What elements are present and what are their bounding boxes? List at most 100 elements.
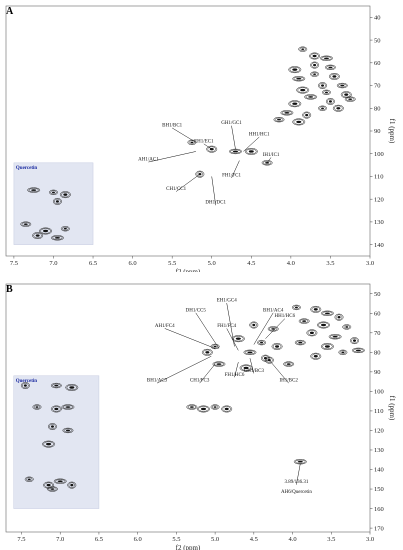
peak-contour-core xyxy=(355,349,361,352)
peak-contour-mid xyxy=(33,405,41,409)
cross-peak xyxy=(50,235,64,241)
peak-contour-core xyxy=(63,227,67,230)
peak-contour-mid xyxy=(329,334,341,339)
cross-peak xyxy=(50,405,62,413)
y-axis-label: f1 (ppm) xyxy=(388,396,396,421)
spectrum-chart-a: A Quercetin 7.5 7.0 6.5 6.0 5.5 5.0 4.5 4.0 3.5 3.0… xyxy=(5,5,396,272)
peak-contour-core xyxy=(57,480,63,483)
peak-contour-outer xyxy=(20,382,30,389)
peak-contour-outer xyxy=(197,405,210,413)
cross-peak xyxy=(293,459,307,465)
peak-contour-mid xyxy=(61,191,70,198)
peak-contour-core xyxy=(341,351,345,354)
peak-contour-core xyxy=(43,229,49,233)
peak-contour-mid xyxy=(293,119,305,125)
peak-contour-mid xyxy=(49,423,56,430)
peak-annotation: GH1/BC3 xyxy=(244,369,265,374)
peak-contour-outer xyxy=(210,343,220,350)
peak-contour-outer xyxy=(340,91,352,99)
peak-contour-core xyxy=(70,483,74,487)
peak-contour-outer xyxy=(298,318,310,324)
peak-contour-outer xyxy=(320,310,334,316)
peak-contour-outer xyxy=(50,405,62,413)
peak-contour-mid xyxy=(233,336,244,342)
peak-contour-core xyxy=(54,407,59,411)
x-tick-label: 3.0 xyxy=(366,536,374,543)
peak-contour-outer xyxy=(61,404,75,410)
peak-contour-outer xyxy=(338,349,348,355)
peak-contour-core xyxy=(275,345,280,348)
y-tick-label: 130 xyxy=(374,447,384,454)
peak-contour-mid xyxy=(293,305,300,310)
peak-contour-core xyxy=(305,113,309,117)
peak-contour-core xyxy=(328,100,332,103)
peak-contour-mid xyxy=(296,340,305,345)
annotation-arrow xyxy=(243,136,260,152)
peak-contour-core xyxy=(336,107,341,110)
peak-contour-mid xyxy=(250,322,258,328)
cross-peak xyxy=(328,334,342,340)
y-tick-label: 40 xyxy=(374,15,381,22)
peak-contour-mid xyxy=(22,382,29,389)
cross-peak xyxy=(20,221,32,227)
peak-annotation: BH1/BC1 xyxy=(162,123,183,128)
cross-peak xyxy=(291,304,301,311)
peak-contour-mid xyxy=(54,198,61,205)
peak-contour-outer xyxy=(206,145,218,153)
cross-peak xyxy=(325,98,335,105)
y-tick-label: 130 xyxy=(374,219,384,226)
annotation-arrow xyxy=(156,356,212,384)
peak-contour-outer xyxy=(50,235,64,241)
peak-contour-outer xyxy=(264,356,274,364)
peak-contour-mid xyxy=(299,47,306,52)
x-tick-label: 4.5 xyxy=(247,260,255,267)
peak-contour-core xyxy=(50,488,55,490)
peak-contour-core xyxy=(301,48,305,50)
peak-contour-mid xyxy=(334,105,343,111)
peak-contour-outer xyxy=(342,324,352,330)
peak-contour-core xyxy=(35,234,40,237)
y-tick-label: 120 xyxy=(374,196,384,203)
peak-contour-mid xyxy=(262,160,272,165)
peak-contour-core xyxy=(31,189,37,191)
peak-contour-mid xyxy=(213,362,225,366)
peak-contour-mid xyxy=(40,228,51,234)
cross-peak xyxy=(210,343,220,350)
x-tick-label: 7.5 xyxy=(10,260,18,267)
peak-contour-outer xyxy=(350,337,359,345)
panel-a: A Quercetin 7.5 7.0 6.5 6.0 5.5 5.0 4.5 4.0 3.5 3.0… xyxy=(0,0,403,272)
peak-contour-outer xyxy=(317,321,330,329)
peak-contour-mid xyxy=(326,65,335,70)
peak-contour-mid xyxy=(188,140,196,145)
peak-contour-mid xyxy=(311,72,318,77)
peak-contour-mid xyxy=(318,322,329,328)
peak-contour-mid xyxy=(322,343,333,350)
peak-contour-mid xyxy=(274,117,284,122)
peak-annotation: FH1/FC4 xyxy=(217,324,236,329)
cross-peak xyxy=(292,76,306,82)
peak-contour-outer xyxy=(243,349,257,355)
quercetin-inset-label: Quercetin xyxy=(16,379,38,384)
peak-contour-outer xyxy=(309,52,321,60)
y-tick-label: 120 xyxy=(374,428,384,435)
peak-contour-mid xyxy=(310,53,319,59)
peak-contour-outer xyxy=(24,476,34,482)
peak-contour-outer xyxy=(212,361,226,367)
peak-contour-core xyxy=(277,118,281,121)
cross-peak xyxy=(322,89,331,96)
peak-contour-core xyxy=(51,191,55,194)
cross-peak xyxy=(186,404,198,410)
peak-contour-mid xyxy=(311,306,321,313)
peak-contour-core xyxy=(267,358,271,362)
peak-contour-core xyxy=(321,84,325,87)
peak-contour-outer xyxy=(288,100,302,108)
peak-contour-core xyxy=(309,331,314,335)
y-tick-label: 100 xyxy=(374,389,384,396)
peak-contour-core xyxy=(337,315,341,319)
annotation-arrow xyxy=(296,463,301,485)
peak-contour-mid xyxy=(305,95,316,99)
cross-peak xyxy=(334,313,344,321)
cross-peak xyxy=(318,82,327,89)
peak-contour-core xyxy=(247,351,253,354)
peak-contour-outer xyxy=(322,89,331,96)
